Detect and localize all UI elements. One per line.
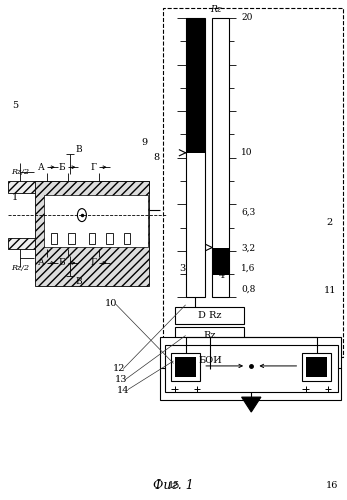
Bar xyxy=(212,18,229,297)
Bar xyxy=(8,238,149,249)
Text: Rz/2: Rz/2 xyxy=(11,264,29,272)
Text: 15: 15 xyxy=(168,481,180,490)
Bar xyxy=(306,357,327,376)
Bar xyxy=(165,344,338,392)
Bar xyxy=(170,352,249,369)
Text: 0,8: 0,8 xyxy=(241,284,256,294)
Bar xyxy=(175,308,244,324)
Bar xyxy=(163,8,343,357)
Text: 2: 2 xyxy=(327,218,333,227)
Bar xyxy=(68,233,75,244)
Bar xyxy=(44,195,147,246)
Bar xyxy=(124,233,130,244)
Text: В: В xyxy=(75,277,82,286)
Bar xyxy=(51,233,57,244)
Text: Фиг. 1: Фиг. 1 xyxy=(153,479,194,492)
Bar xyxy=(35,181,149,286)
Text: 3: 3 xyxy=(179,264,185,274)
Text: 10: 10 xyxy=(241,148,253,156)
Text: 11: 11 xyxy=(323,286,336,296)
Bar xyxy=(160,338,341,400)
Text: Г: Г xyxy=(90,162,96,172)
Text: Rz/2: Rz/2 xyxy=(11,168,29,176)
Text: 8: 8 xyxy=(154,154,160,162)
Bar xyxy=(171,353,201,380)
Text: Б: Б xyxy=(59,258,65,268)
Bar xyxy=(212,248,229,275)
Text: 3,2: 3,2 xyxy=(242,244,255,253)
Text: 20: 20 xyxy=(241,12,253,22)
Text: БОИ: БОИ xyxy=(198,356,222,366)
Text: 10: 10 xyxy=(104,300,117,308)
Text: 9: 9 xyxy=(141,138,147,147)
Bar xyxy=(302,353,331,380)
Text: Rz: Rz xyxy=(204,331,216,340)
Text: 1,6: 1,6 xyxy=(241,264,256,272)
Text: 16: 16 xyxy=(325,481,338,490)
Text: Б: Б xyxy=(59,162,65,172)
Text: D Rz: D Rz xyxy=(198,311,221,320)
Text: 1: 1 xyxy=(12,193,18,202)
Polygon shape xyxy=(242,397,261,412)
Bar xyxy=(107,233,113,244)
Bar xyxy=(186,18,205,297)
Text: 14: 14 xyxy=(117,386,129,395)
Text: А: А xyxy=(38,162,44,172)
Bar xyxy=(175,328,244,344)
Text: 12: 12 xyxy=(113,364,125,373)
Text: Rz: Rz xyxy=(210,4,221,14)
Text: 4: 4 xyxy=(219,272,225,280)
Text: А: А xyxy=(38,258,44,268)
Bar xyxy=(186,18,205,153)
Text: Г: Г xyxy=(90,258,96,268)
Bar xyxy=(8,181,149,192)
Text: 5: 5 xyxy=(12,101,18,110)
Bar xyxy=(175,357,196,376)
Bar xyxy=(89,233,95,244)
Text: В: В xyxy=(75,146,82,154)
Text: 13: 13 xyxy=(115,375,127,384)
Text: 6,3: 6,3 xyxy=(242,208,256,216)
